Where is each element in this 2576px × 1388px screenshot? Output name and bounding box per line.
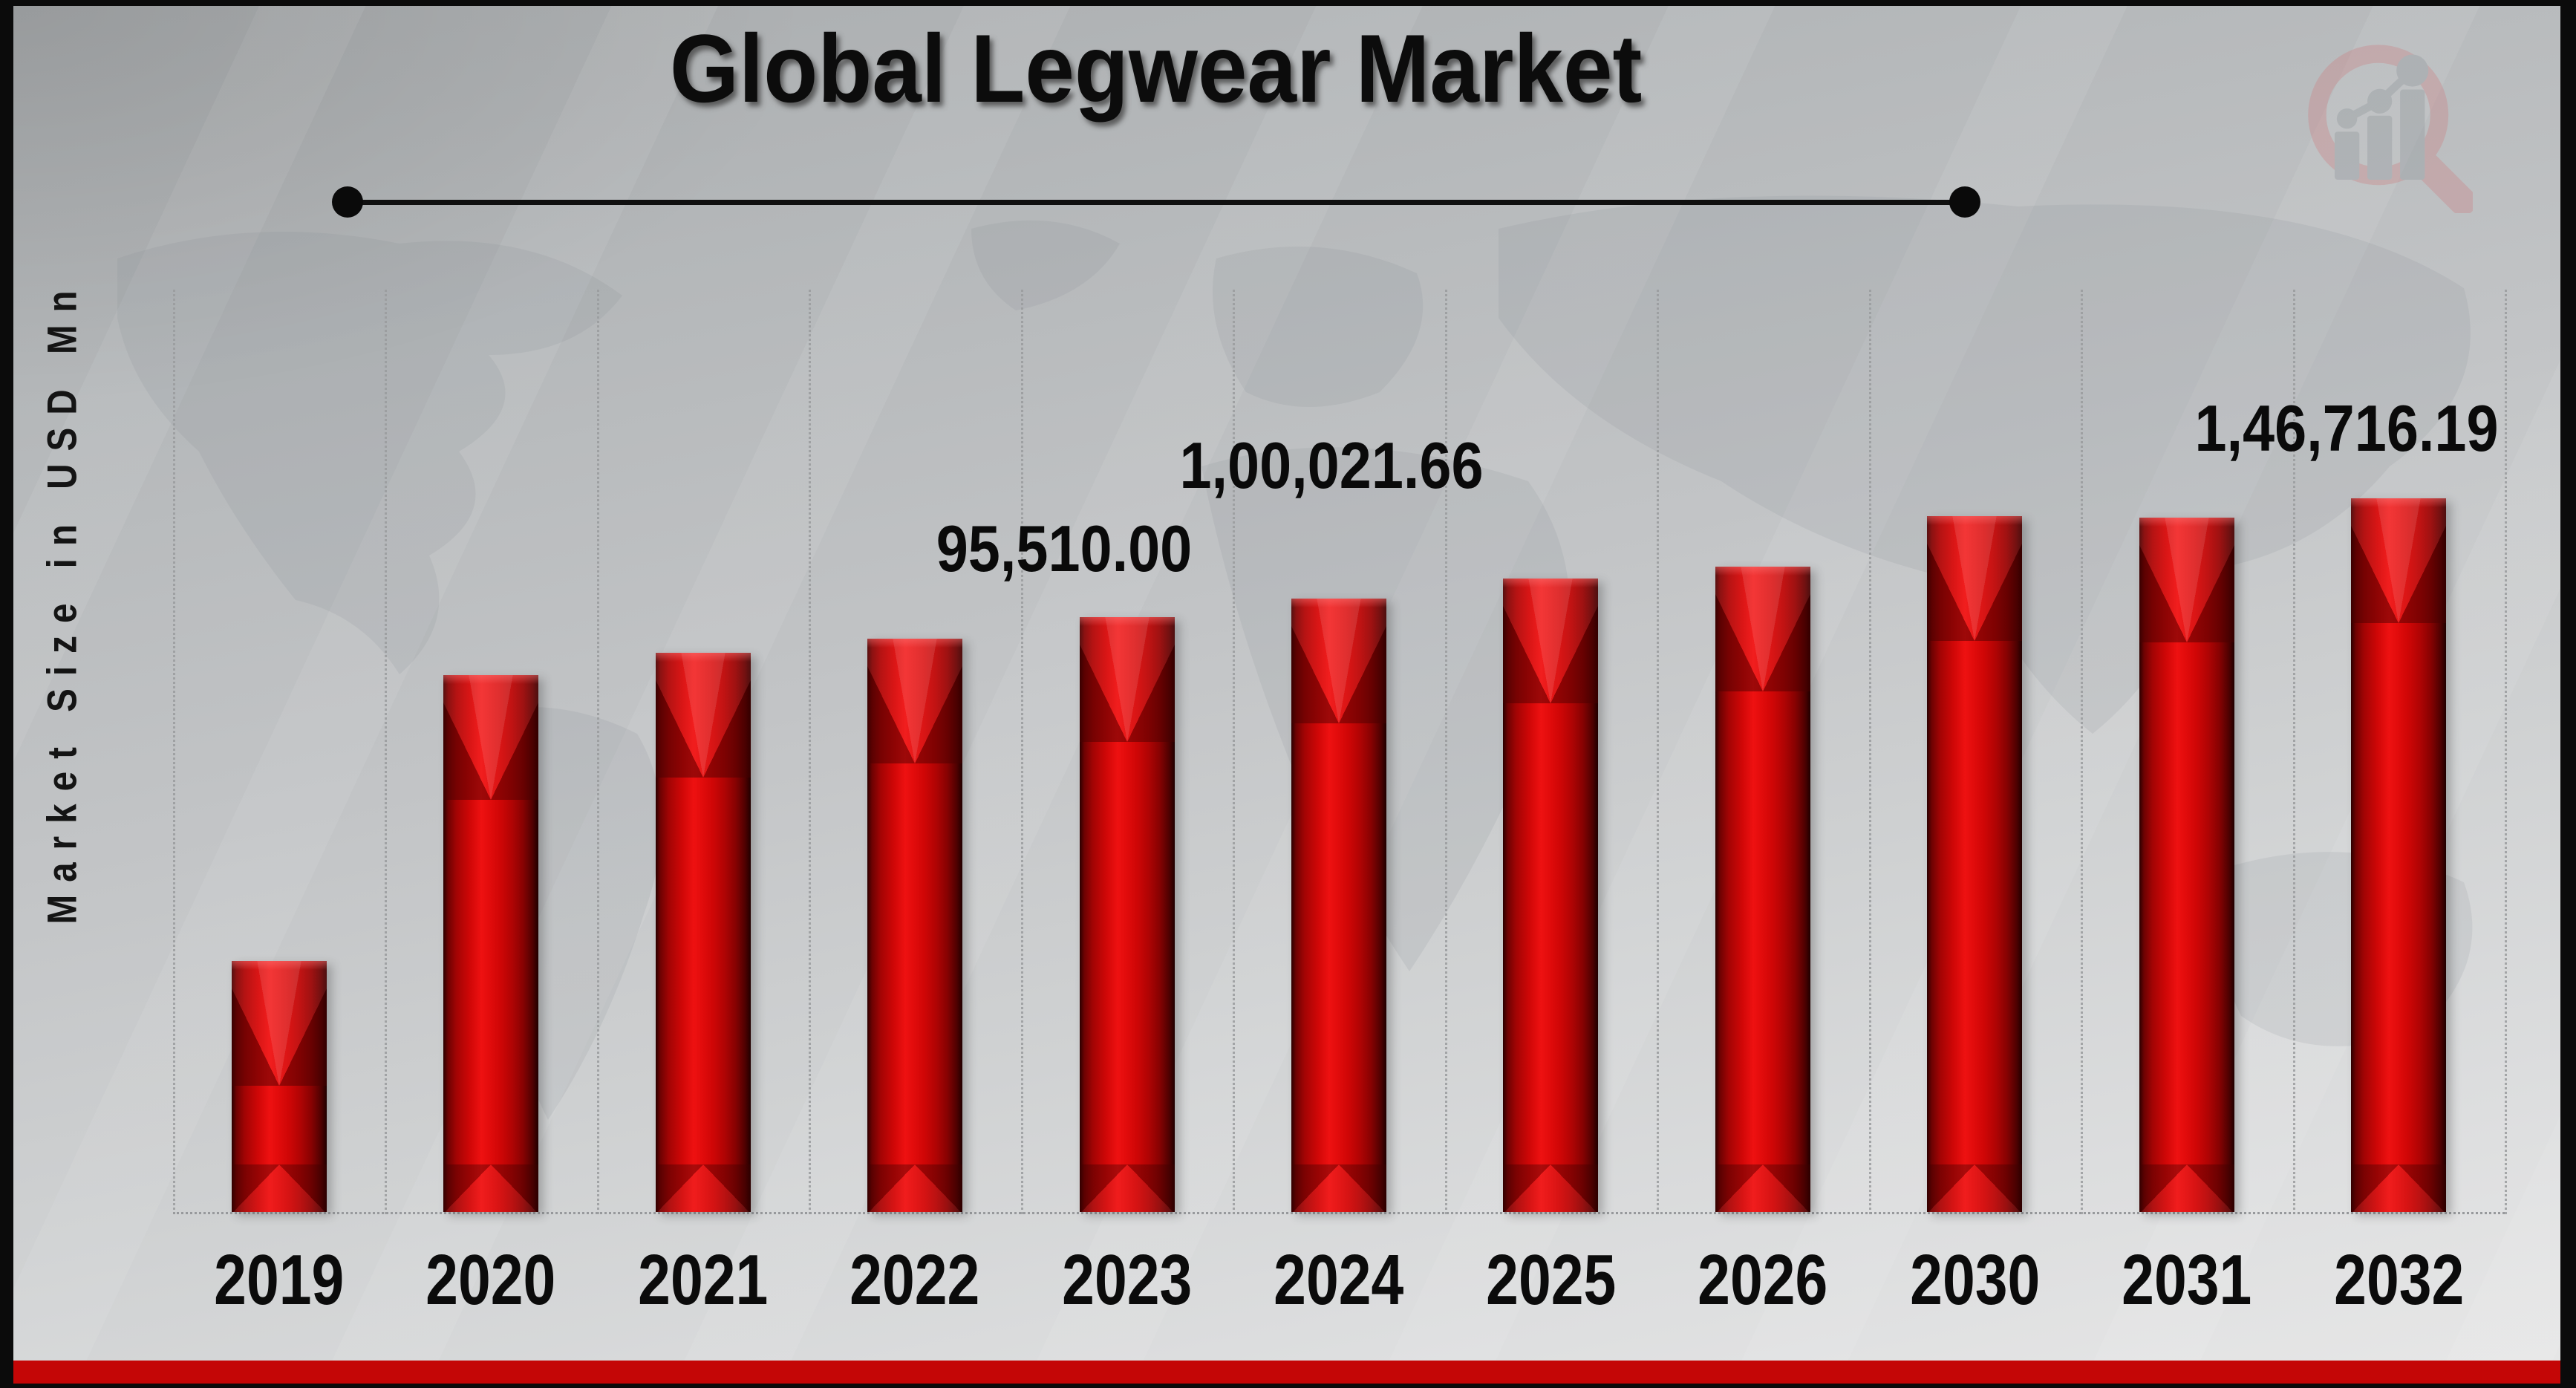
value-label-2032: 1,46,716.19 — [2194, 391, 2499, 465]
bar-2022 — [867, 639, 963, 1212]
x-tick-label-2031: 2031 — [2122, 1240, 2252, 1320]
bar-slot-2019 — [173, 290, 385, 1212]
bar-slot-2022 — [809, 290, 1020, 1212]
value-label-2023: 95,510.00 — [936, 512, 1192, 585]
x-tick-label-2024: 2024 — [1274, 1240, 1404, 1320]
gridline — [1233, 290, 1235, 1214]
x-axis-labels: 2019 2020 2021 2022 2023 2024 2025 2026 2030 2031… — [173, 1245, 2505, 1326]
x-tick-label-2030: 2030 — [1909, 1240, 2040, 1320]
bar-slot-2021 — [597, 290, 809, 1212]
title-block: Global Legwear Market — [347, 13, 1966, 125]
bar-slot-2023: 95,510.00 — [936, 290, 1233, 1212]
bar-2019 — [231, 961, 327, 1212]
gridline — [173, 290, 175, 1214]
x-tick-label-2025: 2025 — [1485, 1240, 1616, 1320]
bar-slot-2024: 1,00,021.66 — [1179, 290, 1484, 1212]
bar-slot-2032: 1,46,716.19 — [2195, 290, 2505, 1212]
bar-2030 — [1927, 516, 2023, 1212]
page-title: Global Legwear Market — [670, 14, 1643, 123]
gridline — [2293, 290, 2295, 1214]
plot-area: 95,510.00 1,00,021.66 1,46,716.19 — [173, 290, 2507, 1214]
x-tick-label-2032: 2032 — [2333, 1240, 2464, 1320]
value-label-2024: 1,00,021.66 — [1179, 429, 1484, 502]
bar-2023 — [1079, 617, 1175, 1212]
bar-slot-2025 — [1445, 290, 1657, 1212]
gridline — [2081, 290, 2083, 1214]
bar-2020 — [443, 675, 539, 1212]
x-tick-label-2026: 2026 — [1698, 1240, 1828, 1320]
bar-slot-2030 — [1869, 290, 2081, 1212]
gridline — [385, 290, 387, 1214]
bar-2026 — [1715, 567, 1810, 1212]
x-tick-label-2019: 2019 — [214, 1240, 345, 1320]
gridline — [809, 290, 811, 1214]
gridline — [1657, 290, 1659, 1214]
gridline — [1869, 290, 1871, 1214]
gridline — [597, 290, 599, 1214]
x-tick-label-2021: 2021 — [638, 1240, 769, 1320]
bar-slot-2020 — [385, 290, 596, 1212]
bar-slot-2031 — [2081, 290, 2292, 1212]
gridline — [1021, 290, 1023, 1214]
market-research-future-logo-icon — [2308, 45, 2473, 213]
bar-2021 — [655, 653, 751, 1212]
x-tick-label-2020: 2020 — [425, 1240, 556, 1320]
bar-2031 — [2139, 518, 2234, 1212]
x-tick-label-2023: 2023 — [1061, 1240, 1193, 1320]
bottom-accent-bar — [13, 1361, 2560, 1384]
bar-2024 — [1291, 599, 1386, 1212]
gridline — [1445, 290, 1447, 1214]
bar-2025 — [1503, 579, 1599, 1212]
bar-slot-2026 — [1657, 290, 1868, 1212]
x-tick-label-2022: 2022 — [850, 1240, 980, 1320]
gridline — [2505, 290, 2507, 1214]
y-axis-title: Market Size in USD Mn — [38, 278, 85, 925]
bar-2032 — [2351, 498, 2447, 1212]
chart-canvas: Global Legwear Market Market Size in USD… — [13, 6, 2560, 1384]
title-underline — [332, 186, 1980, 218]
